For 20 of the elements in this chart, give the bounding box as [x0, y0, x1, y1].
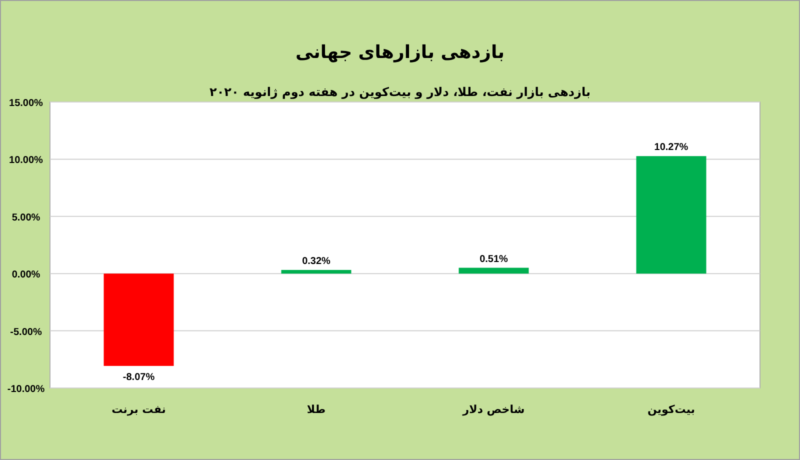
x-tick-label: بیت‌کوین — [647, 403, 696, 416]
x-tick-label: نفت برنت — [112, 403, 166, 416]
x-tick-label: شاخص دلار — [462, 403, 525, 416]
y-tick-label: 10.00% — [9, 155, 44, 166]
data-label: 0.32% — [302, 256, 331, 267]
data-label: -8.07% — [122, 372, 155, 383]
y-tick-label: -5.00% — [10, 326, 42, 338]
bar — [104, 274, 174, 366]
chart-title: بازدهی بازارهای جهانی — [295, 42, 505, 63]
chart-subtitle: بازدهی بازار نفت، طلا، دلار و بیت‌کوین در هفته دوم ژانویه ۲۰۲۰ — [210, 85, 590, 99]
bar — [636, 156, 706, 274]
data-label: 0.51% — [480, 254, 508, 265]
bar — [281, 270, 352, 274]
x-tick-label: طلا — [306, 403, 326, 416]
y-tick-label: 15.00% — [9, 98, 44, 109]
bar — [458, 268, 529, 274]
y-tick-label: -10.00% — [7, 384, 45, 395]
y-tick-label: 5.00% — [12, 212, 40, 224]
data-label: 10.27% — [654, 142, 688, 154]
y-tick-label: 0.00% — [12, 270, 40, 281]
